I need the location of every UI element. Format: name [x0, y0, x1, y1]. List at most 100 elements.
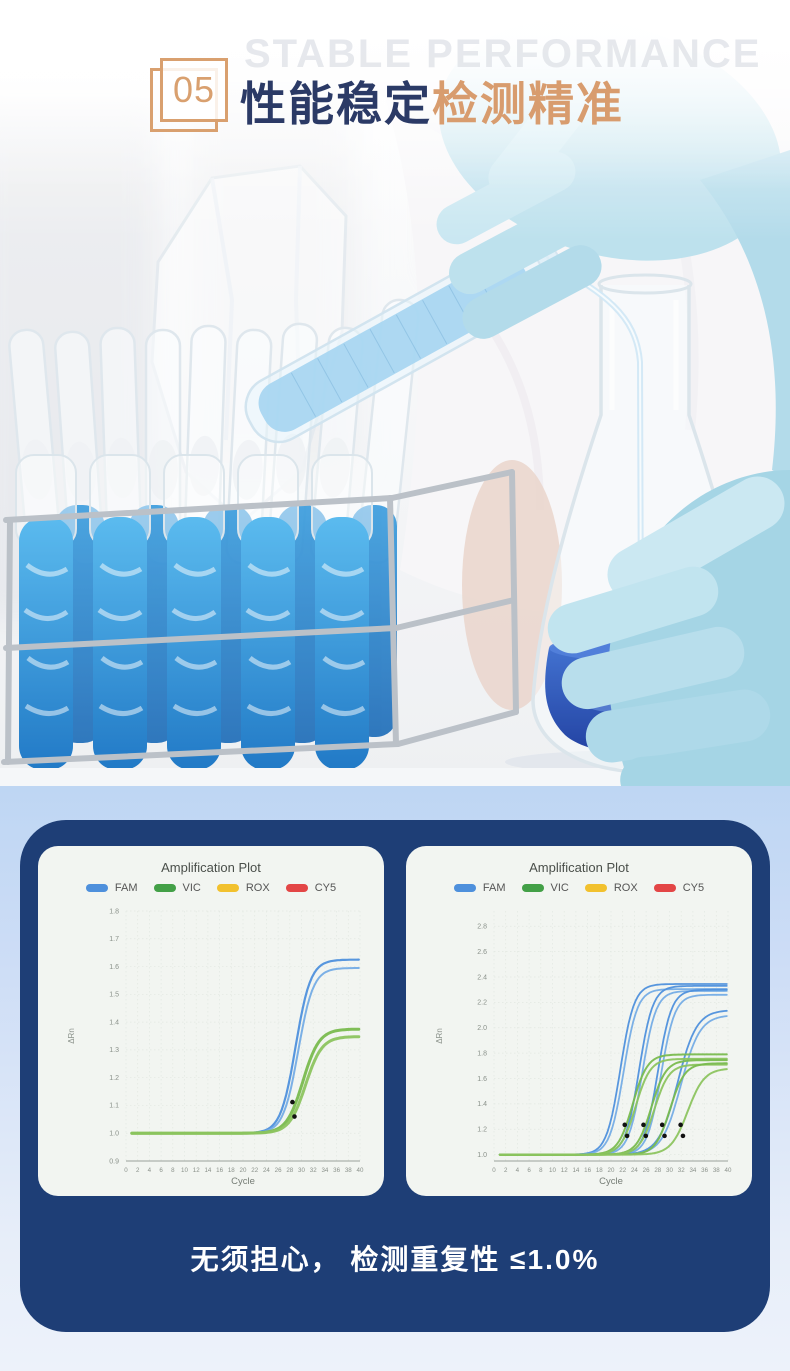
svg-text:12: 12: [561, 1167, 568, 1174]
test-tube-rack: [1, 469, 519, 765]
legend-swatch-rox: [584, 884, 607, 892]
series-vic-curve: [498, 1068, 728, 1156]
svg-text:30: 30: [666, 1167, 673, 1174]
legend-swatch-fam: [85, 884, 108, 892]
svg-text:32: 32: [310, 1167, 317, 1174]
svg-text:36: 36: [333, 1167, 340, 1174]
svg-text:1.4: 1.4: [109, 1019, 119, 1026]
series-vic-curve: [130, 1035, 361, 1135]
hero-section: 05 STABLE PERFORMANCE 性能稳定检测精准: [0, 0, 790, 786]
svg-text:6: 6: [159, 1167, 163, 1174]
result-note: 无须担心， 检测重复性 ≤1.0%: [190, 1244, 600, 1275]
svg-text:1.6: 1.6: [109, 964, 119, 971]
svg-text:26: 26: [643, 1167, 650, 1174]
legend-item-fam: FAM: [453, 882, 506, 894]
holding-hand: [547, 470, 790, 786]
svg-text:8: 8: [171, 1167, 175, 1174]
legend-label: ROX: [245, 882, 270, 894]
svg-text:34: 34: [689, 1167, 696, 1174]
svg-text:6: 6: [527, 1167, 531, 1174]
results-panel: Amplification Plot FAM VIC ROX CY5 0.9 1.0 1.…: [20, 820, 770, 1332]
svg-text:16: 16: [584, 1167, 591, 1174]
amplification-plot: 0.9 1.0 1.1 1.2 1.3 1.4 1.5 1.6 1.7 1.8 0 2 4 6 8 10 12 1…: [38, 896, 384, 1193]
svg-text:1.8: 1.8: [477, 1050, 487, 1057]
svg-text:2.2: 2.2: [477, 1000, 487, 1007]
chart-legend: FAM VIC ROX CY5: [38, 882, 384, 894]
legend-item-cy5: CY5: [653, 882, 704, 894]
svg-text:1.2: 1.2: [477, 1127, 487, 1134]
title-wrap: STABLE PERFORMANCE 性能稳定检测精准: [240, 32, 759, 130]
table-edge: [0, 768, 790, 786]
svg-text:32: 32: [678, 1167, 685, 1174]
legend-label: VIC: [550, 882, 569, 894]
chart-legend: FAM VIC ROX CY5: [406, 882, 752, 894]
svg-text:1.8: 1.8: [109, 908, 119, 915]
svg-text:2.8: 2.8: [477, 924, 487, 931]
svg-text:0: 0: [492, 1167, 496, 1174]
svg-text:1.0: 1.0: [477, 1152, 487, 1159]
legend-swatch-vic: [521, 884, 544, 892]
blue-test-tubes-front: [15, 454, 373, 770]
legend-label: CY5: [314, 882, 337, 894]
legend-label: VIC: [182, 882, 201, 894]
x-axis-label: Cycle: [231, 1176, 255, 1187]
svg-text:1.3: 1.3: [109, 1047, 119, 1054]
amplification-plot: 1.0 1.2 1.4 1.6 1.8 2.0 2.2 2.4 2.6 2.8 0 2 4 6 8 10 12 1…: [406, 896, 752, 1193]
series-curves: [498, 983, 728, 1156]
legend-item-rox: ROX: [584, 882, 638, 894]
legend-swatch-vic: [153, 884, 176, 892]
x-tick-labels: 0 2 4 6 8 10 12 14 16 18 20 22 24 26 28 30 32 34 36 38 40: [124, 1167, 364, 1174]
svg-text:2: 2: [504, 1167, 508, 1174]
legend-label: FAM: [482, 882, 506, 894]
page-title: 性能稳定检测精准: [240, 79, 624, 130]
grid-lines: [493, 911, 729, 1161]
svg-text:10: 10: [549, 1167, 556, 1174]
badge-number: 05: [160, 58, 228, 122]
svg-text:18: 18: [228, 1167, 235, 1174]
svg-text:36: 36: [701, 1167, 708, 1174]
svg-text:30: 30: [298, 1167, 305, 1174]
background-word: STABLE PERFORMANCE: [244, 32, 762, 76]
svg-text:0: 0: [124, 1167, 128, 1174]
section-header: 05 STABLE PERFORMANCE 性能稳定检测精准: [150, 32, 759, 132]
threshold-markers: [622, 1122, 686, 1139]
svg-text:1.0: 1.0: [109, 1131, 119, 1138]
legend-item-fam: FAM: [85, 882, 138, 894]
svg-text:12: 12: [193, 1167, 200, 1174]
x-axis-label: Cycle: [599, 1176, 623, 1187]
chart-cards: Amplification Plot FAM VIC ROX CY5 0.9 1.0 1.…: [20, 820, 770, 1196]
svg-text:1.5: 1.5: [109, 992, 119, 999]
results-section: Amplification Plot FAM VIC ROX CY5 0.9 1.0 1.…: [0, 786, 790, 1371]
legend-item-cy5: CY5: [285, 882, 337, 894]
svg-text:1.1: 1.1: [109, 1103, 119, 1110]
legend-swatch-cy5: [285, 884, 308, 892]
legend-swatch-cy5: [653, 884, 676, 892]
svg-text:38: 38: [713, 1167, 720, 1174]
svg-text:14: 14: [204, 1167, 211, 1174]
svg-text:18: 18: [596, 1167, 603, 1174]
plot-svg: 0.91.01.11.21.31.41.51.61.71.80 2 4 6 8 10 12 1…: [67, 908, 364, 1187]
svg-text:1.6: 1.6: [477, 1076, 487, 1083]
svg-text:26: 26: [275, 1167, 282, 1174]
svg-text:24: 24: [631, 1167, 638, 1174]
chart-title: Amplification Plot: [529, 860, 629, 875]
plot-svg: 1.01.21.41.61.82.02.22.42.62.80 2 4 6 8 10 12 1…: [435, 911, 732, 1187]
svg-text:34: 34: [321, 1167, 328, 1174]
legend-swatch-rox: [216, 884, 239, 892]
title-primary: 性能稳定: [240, 78, 432, 131]
series-curves: [130, 958, 361, 1135]
svg-text:40: 40: [725, 1167, 732, 1174]
legend-label: FAM: [114, 882, 138, 894]
section-number-badge: 05: [150, 50, 230, 132]
svg-text:24: 24: [263, 1167, 270, 1174]
svg-text:1.7: 1.7: [109, 936, 119, 943]
y-axis-label: ΔRn: [435, 1028, 444, 1044]
svg-text:4: 4: [148, 1167, 152, 1174]
svg-text:10: 10: [181, 1167, 188, 1174]
svg-text:20: 20: [608, 1167, 615, 1174]
svg-text:28: 28: [654, 1167, 661, 1174]
legend-item-vic: VIC: [521, 882, 569, 894]
legend-item-rox: ROX: [216, 882, 270, 894]
amplification-plot-card-2: Amplification Plot FAM VIC ROX CY5 1.0 1.2 1.…: [406, 846, 752, 1196]
